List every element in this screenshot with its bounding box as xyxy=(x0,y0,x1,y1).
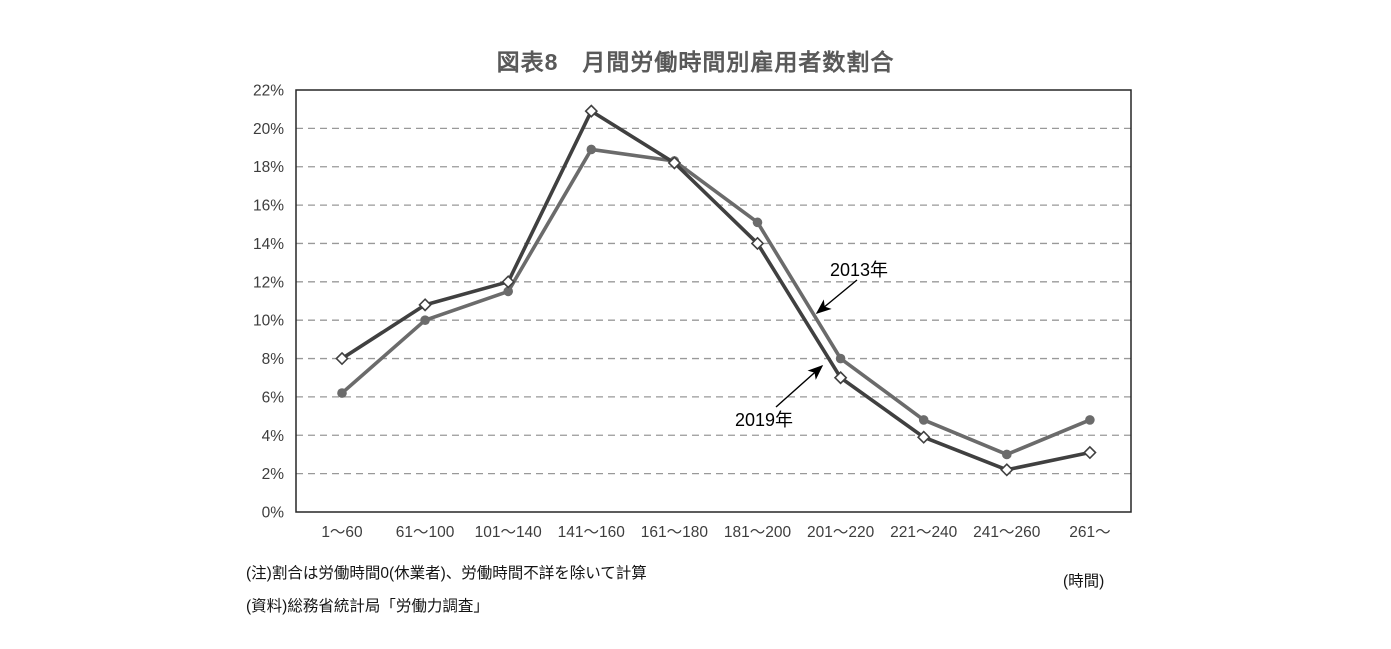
data-point-2013年 xyxy=(918,415,929,425)
data-point-2019年 xyxy=(750,236,765,251)
y-tick-label: 6% xyxy=(262,389,285,406)
data-point-2019年 xyxy=(501,275,515,289)
y-tick-label: 20% xyxy=(253,121,284,138)
x-axis-label: 101～140 xyxy=(475,524,543,541)
y-tick-label: 18% xyxy=(253,159,284,176)
data-point-2013年 xyxy=(1085,415,1095,425)
y-tick-label: 0% xyxy=(262,505,285,522)
y-tick-label: 14% xyxy=(253,236,284,253)
plot-border xyxy=(295,89,1132,513)
x-axis-label: 261～ xyxy=(1069,524,1110,541)
x-axis-label: 181～200 xyxy=(724,524,792,541)
y-tick-label: 22% xyxy=(253,83,284,100)
y-tick-label: 4% xyxy=(262,428,285,445)
data-point-2019年 xyxy=(584,104,599,118)
data-point-2019年 xyxy=(335,351,349,366)
y-tick-label: 12% xyxy=(253,274,284,291)
annotation-label-2013: 2013年 xyxy=(830,260,889,280)
data-point-2013年 xyxy=(835,353,846,364)
data-point-2019年 xyxy=(1083,445,1097,460)
x-axis-label: 161～180 xyxy=(641,524,709,541)
note-calculation: (注)割合は労働時間0(休業者)、労働時間不詳を除いて計算 xyxy=(246,565,647,582)
series-line-2019年 xyxy=(340,109,1092,472)
data-point-2013年 xyxy=(503,286,513,297)
data-point-2019年 xyxy=(916,430,931,444)
x-axis-label: 241～260 xyxy=(973,524,1041,541)
x-axis-label: 201～220 xyxy=(807,524,875,541)
x-axis-label: 1～60 xyxy=(321,524,363,541)
data-point-2019年 xyxy=(418,298,432,312)
y-tick-label: 10% xyxy=(253,313,284,330)
annotation-arrow-2013 xyxy=(815,279,858,314)
data-point-2019年 xyxy=(667,156,682,170)
data-point-2019年 xyxy=(1000,463,1014,477)
data-point-2013年 xyxy=(420,315,430,325)
data-point-2013年 xyxy=(337,388,347,398)
annotation-arrow-2019 xyxy=(775,364,824,408)
y-tick-label: 8% xyxy=(262,351,285,368)
data-point-2019年 xyxy=(833,370,848,385)
x-axis-unit-label: (時間) xyxy=(1063,573,1105,590)
data-point-2013年 xyxy=(586,144,597,155)
annotation-label-2019: 2019年 xyxy=(735,410,794,430)
data-point-2013年 xyxy=(1002,449,1012,460)
note-source: (資料)総務省統計局「労働力調査」 xyxy=(246,598,489,615)
y-tick-label: 16% xyxy=(253,198,284,215)
series-line-2013年 xyxy=(340,147,1092,457)
chart-title: 図表8 月間労働時間別雇用者数割合 xyxy=(496,49,895,75)
x-axis-label: 221～240 xyxy=(890,524,958,541)
x-axis-label: 141～160 xyxy=(558,524,626,541)
y-tick-label: 2% xyxy=(262,466,285,483)
x-axis-label: 61～100 xyxy=(396,524,455,541)
data-point-2013年 xyxy=(752,217,763,228)
